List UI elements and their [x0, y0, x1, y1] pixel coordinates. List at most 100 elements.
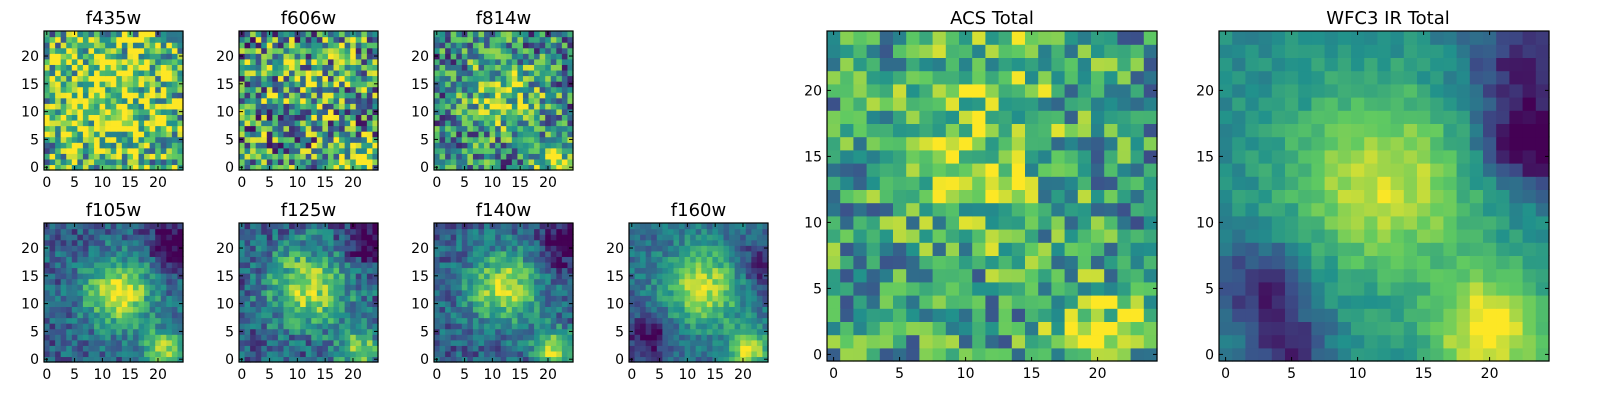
heatmap-cell	[110, 245, 117, 252]
heatmap-cell	[132, 356, 140, 363]
heatmap-cell	[893, 347, 907, 362]
heatmap-cell	[149, 136, 156, 143]
heatmap-cell	[456, 289, 463, 296]
heatmap-cell	[959, 268, 973, 283]
heatmap-cell	[272, 300, 279, 307]
heatmap-cell	[350, 86, 357, 93]
heatmap-cell	[556, 250, 563, 257]
heatmap-cell	[472, 92, 480, 99]
heatmap-cell	[932, 229, 947, 243]
heatmap-cell	[311, 125, 318, 132]
heatmap-cell	[495, 350, 502, 358]
heatmap-cell	[1011, 242, 1026, 256]
heatmap-cell	[160, 261, 167, 269]
heatmap-cell	[467, 323, 474, 330]
heatmap-cell	[144, 223, 151, 230]
heatmap-cell	[344, 223, 351, 230]
heatmap-cell	[66, 142, 73, 149]
heatmap-cell	[706, 273, 713, 280]
heatmap-cell	[138, 245, 145, 252]
heatmap-cell	[756, 234, 764, 241]
heatmap-cell	[450, 245, 457, 252]
heatmap-cell	[645, 278, 652, 285]
heatmap-cell	[283, 295, 290, 302]
heatmap-cell	[662, 356, 669, 363]
heatmap-cell	[339, 261, 346, 269]
heatmap-cell	[294, 339, 301, 346]
heatmap-cell	[116, 278, 123, 285]
heatmap-cell	[998, 189, 1013, 204]
heatmap-cell	[840, 215, 854, 230]
heatmap-cell	[866, 268, 881, 283]
heatmap-cell	[138, 114, 145, 121]
y-tick-label: 20	[21, 49, 39, 65]
heatmap-cell	[511, 228, 518, 235]
heatmap-cell	[350, 334, 357, 341]
heatmap-cell	[350, 278, 357, 285]
heatmap-cell	[495, 47, 502, 54]
heatmap-cell	[450, 92, 457, 99]
heatmap-cell	[445, 239, 452, 246]
heatmap-cell	[155, 278, 162, 285]
heatmap-cell	[277, 334, 285, 341]
heatmap-cell	[561, 36, 569, 43]
heatmap-cell	[445, 64, 452, 71]
heatmap-cell	[305, 356, 312, 363]
heatmap-cell	[840, 149, 854, 164]
heatmap-cell	[77, 75, 84, 82]
heatmap-cell	[49, 125, 56, 132]
heatmap-cell	[277, 97, 285, 104]
heatmap-cell	[1143, 176, 1158, 190]
heatmap-cell	[945, 281, 960, 296]
heatmap-cell	[629, 317, 636, 324]
heatmap-cell	[166, 311, 173, 319]
heatmap-cell	[88, 131, 95, 138]
heatmap-cell	[506, 273, 513, 280]
heatmap-cell	[701, 323, 708, 330]
heatmap-cell	[1051, 229, 1066, 243]
heatmap-cell	[144, 245, 151, 252]
heatmap-cell	[294, 334, 301, 341]
heatmap-cell	[511, 234, 518, 241]
heatmap-cell	[333, 289, 340, 296]
heatmap-cell	[350, 261, 357, 269]
heatmap-cell	[255, 295, 262, 302]
heatmap-cell	[171, 75, 179, 82]
heatmap-cell	[517, 256, 524, 263]
heatmap-cell	[445, 86, 452, 93]
heatmap-cell	[121, 350, 128, 358]
heatmap-cell	[138, 328, 145, 335]
heatmap-cell	[82, 295, 90, 302]
heatmap-cell	[300, 92, 307, 99]
heatmap-cell	[266, 103, 273, 110]
heatmap-cell	[155, 345, 162, 352]
heatmap-cell	[701, 278, 708, 285]
heatmap-cell	[105, 108, 112, 115]
heatmap-cell	[467, 158, 474, 166]
heatmap-cell	[751, 239, 758, 246]
heatmap-cell	[116, 114, 123, 121]
heatmap-cell	[528, 125, 535, 132]
heatmap-cell	[361, 81, 368, 88]
heatmap-cell	[294, 256, 301, 263]
heatmap-cell	[305, 36, 312, 43]
heatmap-cell	[545, 311, 552, 319]
heatmap-cell	[645, 356, 652, 363]
heatmap-cell	[355, 36, 362, 43]
heatmap-cell	[261, 42, 268, 49]
heatmap-cell	[717, 256, 725, 263]
heatmap-cell	[55, 317, 62, 324]
heatmap-cell	[827, 163, 841, 177]
heatmap-cell	[706, 311, 713, 319]
heatmap-cell	[294, 81, 301, 88]
heatmap-cell	[866, 242, 881, 256]
heatmap-cell	[461, 153, 468, 160]
heatmap-cell	[110, 147, 117, 154]
heatmap-cell	[1011, 215, 1026, 230]
heatmap-cell	[350, 36, 357, 43]
heatmap-cell	[277, 300, 285, 307]
heatmap-cell	[456, 245, 463, 252]
heatmap-cell	[239, 295, 246, 302]
heatmap-cell	[266, 142, 273, 149]
heatmap-cell	[461, 47, 468, 54]
